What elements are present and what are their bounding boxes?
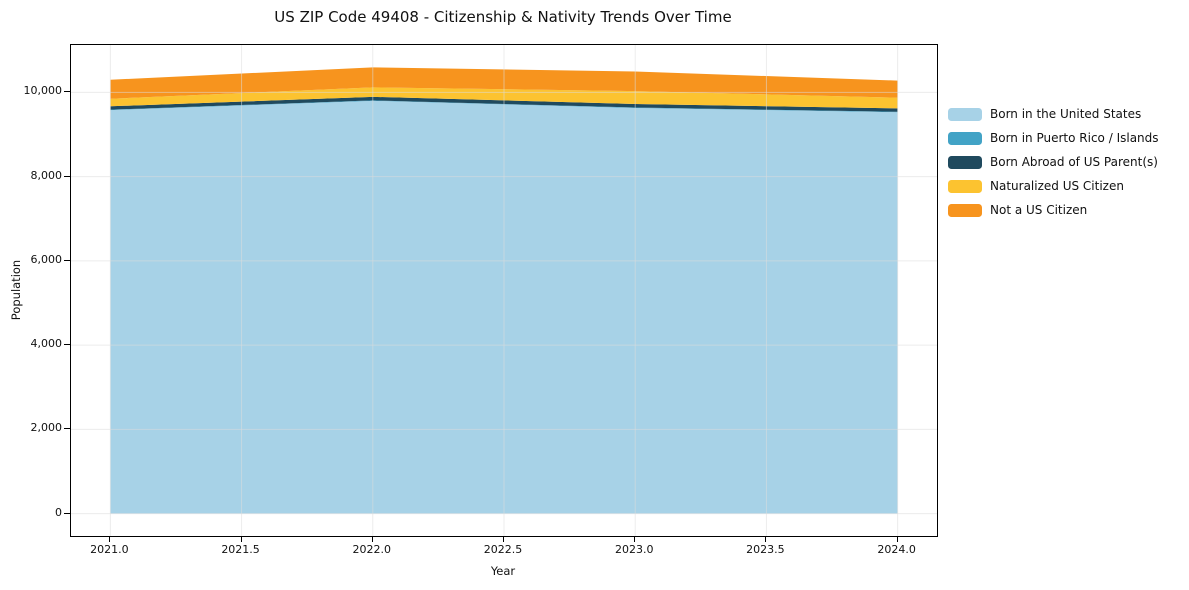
chart-title: US ZIP Code 49408 - Citizenship & Nativi…	[274, 8, 732, 26]
stacked-area-chart	[71, 45, 937, 536]
y-tick-mark	[64, 91, 70, 93]
y-tick-label: 4,000	[30, 337, 63, 351]
gridlines	[71, 45, 937, 536]
area-series-born-abroad-of-us-parent-s	[110, 96, 898, 112]
x-tick-label: 2021.5	[221, 543, 260, 556]
legend-label: Naturalized US Citizen	[990, 179, 1124, 193]
legend-swatch-icon	[948, 131, 982, 145]
legend-item-naturalized-us-citizen: Naturalized US Citizen	[948, 174, 1159, 198]
y-tick-label: 8,000	[30, 168, 63, 182]
legend-label: Born in the United States	[990, 107, 1142, 121]
x-tick-label: 2024.0	[877, 543, 916, 556]
y-tick-label: 10,000	[23, 84, 63, 98]
y-tick-label: 0	[55, 505, 62, 519]
plot-area	[70, 44, 938, 537]
legend-swatch-icon	[948, 203, 982, 217]
legend-item-born-abroad-of-us-parent-s: Born Abroad of US Parent(s)	[948, 150, 1159, 174]
x-tick-mark	[109, 536, 111, 542]
x-axis-label: Year	[490, 564, 516, 578]
y-tick-label: 2,000	[30, 421, 63, 435]
legend-item-born-in-puerto-rico-islands: Born in Puerto Rico / Islands	[948, 126, 1159, 150]
x-tick-mark	[240, 536, 242, 542]
y-tick-mark	[64, 344, 70, 346]
x-tick-mark	[896, 536, 898, 542]
x-tick-mark	[765, 536, 767, 542]
x-tick-label: 2023.5	[746, 543, 785, 556]
legend-label: Not a US Citizen	[990, 203, 1088, 217]
y-tick-mark	[64, 512, 70, 514]
x-tick-mark	[634, 536, 636, 542]
x-tick-label: 2021.0	[90, 543, 129, 556]
legend-label: Born Abroad of US Parent(s)	[990, 155, 1158, 169]
legend-swatch-icon	[948, 179, 982, 193]
y-tick-label: 6,000	[30, 252, 63, 266]
y-tick-mark	[64, 175, 70, 177]
x-tick-label: 2022.5	[483, 543, 523, 556]
y-tick-mark	[64, 428, 70, 430]
legend-label: Born in Puerto Rico / Islands	[990, 131, 1159, 145]
y-axis-label: Population	[9, 259, 23, 321]
legend-swatch-icon	[948, 107, 982, 121]
x-tick-mark	[371, 536, 373, 542]
x-tick-label: 2022.0	[352, 543, 392, 556]
y-tick-mark	[64, 259, 70, 261]
legend-item-born-in-the-united-states: Born in the United States	[948, 102, 1159, 126]
legend-swatch-icon	[948, 155, 982, 169]
legend-item-not-a-us-citizen: Not a US Citizen	[948, 198, 1159, 222]
x-tick-label: 2023.0	[614, 543, 654, 556]
x-tick-mark	[503, 536, 504, 542]
legend: Born in the United States Born in Puerto …	[948, 102, 1159, 222]
